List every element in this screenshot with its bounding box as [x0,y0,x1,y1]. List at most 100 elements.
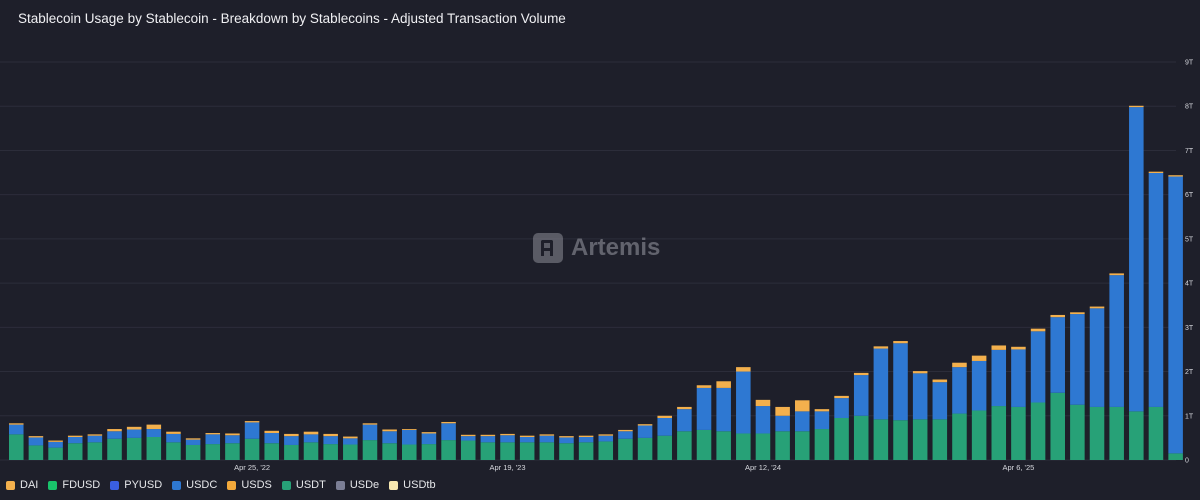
legend-item-usdtb[interactable]: USDtb [389,479,436,491]
bar-segment-usdc[interactable] [1168,176,1183,454]
bar-segment-usdt[interactable] [834,417,849,460]
bar-segment-dai[interactable] [971,355,987,361]
bar-segment-dai[interactable] [814,409,830,412]
bar-segment-usdc[interactable] [87,435,103,443]
bar-segment-usdt[interactable] [1109,406,1124,460]
bar-segment-usdt[interactable] [539,442,555,460]
bar-segment-usdc[interactable] [284,436,299,445]
bar-segment-usdt[interactable] [48,447,63,460]
bar-segment-usdt[interactable] [578,442,594,460]
bar-segment-dai[interactable] [244,421,260,423]
bar-segment-usdc[interactable] [598,435,614,442]
bar-segment-usdc[interactable] [303,434,319,443]
bar-segment-usdc[interactable] [225,435,240,444]
bar-segment-usdc[interactable] [28,437,44,446]
bar-segment-dai[interactable] [598,434,614,436]
bar-segment-usdt[interactable] [9,434,24,460]
bar-segment-usdc[interactable] [637,425,653,438]
bar-segment-dai[interactable] [343,436,358,439]
bar-segment-dai[interactable] [559,436,574,438]
bar-segment-dai[interactable] [1168,175,1183,177]
bar-segment-usdc[interactable] [559,437,574,444]
bar-segment-dai[interactable] [893,341,908,344]
bar-segment-usdc[interactable] [1050,317,1065,393]
bar-segment-usdc[interactable] [1011,349,1026,407]
bar-segment-usdt[interactable] [775,431,790,460]
bar-segment-usdt[interactable] [932,419,948,460]
bar-segment-usdc[interactable] [932,382,948,420]
bar-segment-usdt[interactable] [559,443,574,460]
bar-segment-dai[interactable] [9,423,24,425]
bar-segment-dai[interactable] [578,435,594,438]
bar-segment-dai[interactable] [755,399,771,407]
bar-segment-usdt[interactable] [382,443,397,460]
bar-segment-usdc[interactable] [696,387,712,430]
bar-segment-usdt[interactable] [284,444,299,460]
bar-segment-dai[interactable] [1030,328,1046,332]
bar-segment-usdt[interactable] [755,433,771,460]
bar-segment-usdt[interactable] [1030,402,1046,460]
bar-segment-dai[interactable] [107,429,122,432]
bar-segment-dai[interactable] [67,435,83,438]
bar-segment-usdt[interactable] [519,442,535,460]
bar-segment-dai[interactable] [795,400,810,412]
bar-segment-usdc[interactable] [441,423,456,441]
bar-segment-usdt[interactable] [87,442,103,460]
bar-segment-usdt[interactable] [618,438,633,460]
bar-segment-dai[interactable] [952,362,967,368]
bar-segment-dai[interactable] [775,406,790,416]
bar-segment-usdc[interactable] [795,411,810,432]
bar-segment-usdc[interactable] [893,343,908,421]
bar-segment-usdt[interactable] [1070,404,1085,460]
bar-segment-dai[interactable] [480,434,496,437]
bar-segment-dai[interactable] [1011,346,1026,350]
bar-segment-usdt[interactable] [421,444,437,460]
bar-segment-usdt[interactable] [637,437,653,460]
bar-segment-usdt[interactable] [598,441,614,460]
bar-segment-usdc[interactable] [244,422,260,439]
bar-segment-usdc[interactable] [775,415,790,432]
bar-segment-usdc[interactable] [166,433,181,443]
bar-segment-usdc[interactable] [716,387,731,432]
bar-segment-dai[interactable] [185,438,201,440]
bar-segment-usdc[interactable] [677,409,692,432]
bar-segment-usdc[interactable] [912,373,928,420]
bar-segment-dai[interactable] [87,434,103,436]
bar-segment-usdt[interactable] [343,444,358,460]
bar-segment-usdc[interactable] [736,371,751,434]
bar-segment-usdc[interactable] [343,438,358,445]
bar-segment-usdt[interactable] [853,415,869,460]
bar-segment-usdt[interactable] [146,437,162,460]
legend-item-dai[interactable]: DAI [6,479,38,491]
bar-segment-usdt[interactable] [1011,406,1026,460]
bar-segment-usdc[interactable] [205,434,221,445]
bar-segment-dai[interactable] [1109,273,1124,276]
bar-segment-usdt[interactable] [952,413,967,460]
bar-segment-usdc[interactable] [1129,107,1144,412]
bar-segment-usdt[interactable] [205,444,221,460]
bar-segment-dai[interactable] [1050,314,1065,318]
bar-segment-usdc[interactable] [657,417,672,436]
bar-segment-dai[interactable] [519,435,535,438]
legend-item-usde[interactable]: USDe [335,479,379,491]
bar-segment-usdc[interactable] [1109,275,1124,407]
bar-segment-usdc[interactable] [107,431,122,439]
bar-segment-usdc[interactable] [146,429,162,437]
bar-segment-usdt[interactable] [1148,406,1164,460]
bar-segment-usdc[interactable] [48,441,63,448]
bar-segment-dai[interactable] [421,432,437,434]
bar-segment-usdt[interactable] [303,442,319,460]
bar-segment-usdc[interactable] [539,435,555,443]
bar-segment-dai[interactable] [441,421,456,424]
legend-item-usdt[interactable]: USDT [281,479,326,491]
bar-segment-usdc[interactable] [755,406,771,434]
bar-segment-dai[interactable] [853,372,869,376]
bar-segment-usdc[interactable] [1148,173,1164,407]
bar-segment-usdt[interactable] [67,443,83,460]
bar-segment-dai[interactable] [1070,312,1085,315]
bar-segment-dai[interactable] [166,431,181,434]
bar-segment-dai[interactable] [362,423,378,425]
bar-segment-usdt[interactable] [1168,453,1183,460]
bar-segment-dai[interactable] [48,440,63,442]
bar-segment-dai[interactable] [500,433,515,436]
